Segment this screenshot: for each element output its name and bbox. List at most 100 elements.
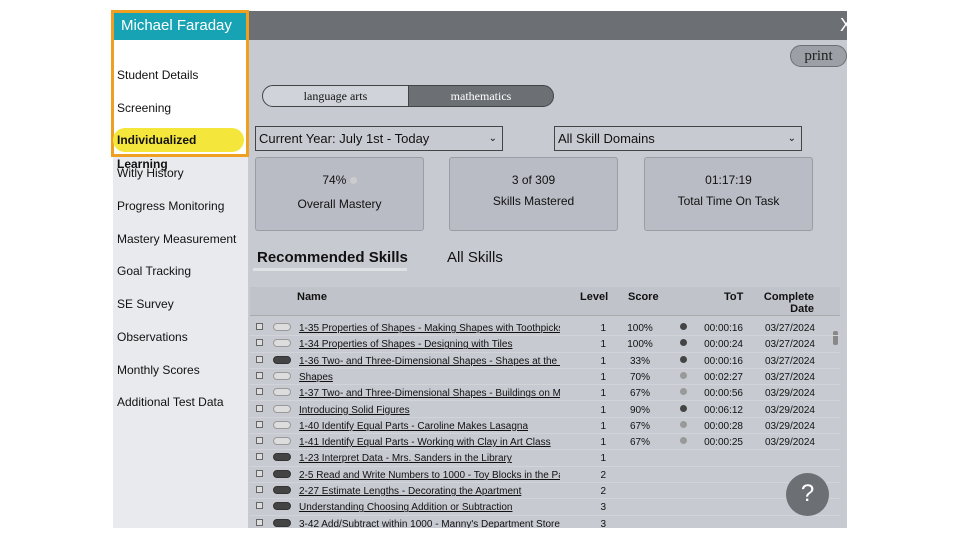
skill-name[interactable]: 1-40 Identify Equal Parts - Caroline Mak… <box>299 420 529 432</box>
card-label: Skills Mastered <box>492 194 575 208</box>
select-text: All Skill Domains <box>558 131 655 146</box>
nav-item[interactable]: Mastery Measurement <box>117 232 237 246</box>
time-on-task: 00:00:24 <box>704 339 743 351</box>
table-row[interactable]: 1-34 Properties of Shapes - Designing wi… <box>250 336 840 353</box>
nav-item[interactable]: Witly History <box>117 166 184 180</box>
nav-item[interactable]: Monthly Scores <box>117 363 200 377</box>
column-header: ToT <box>724 291 744 303</box>
status-dot <box>680 404 687 412</box>
card: 74% Overall Mastery <box>255 157 424 231</box>
toggle[interactable] <box>273 486 291 494</box>
toggle[interactable] <box>273 323 291 331</box>
nav-item[interactable]: Goal Tracking <box>117 264 192 278</box>
table-row[interactable]: 1-37 Two- and Three-Dimensional Shapes -… <box>250 385 840 402</box>
table-row[interactable]: Shapes 1 70% 00:02:27 03/27/2024 <box>250 369 840 386</box>
toggle[interactable] <box>273 404 291 413</box>
skill-name[interactable]: 1-41 Identify Equal Parts - Working with… <box>299 437 551 449</box>
toggle[interactable] <box>273 518 291 527</box>
skill-name[interactable]: Understanding Choosing Addition or Subtr… <box>299 502 513 514</box>
nav-item[interactable]: SE Survey <box>117 297 174 311</box>
skill-name[interactable]: Introducing Solid Figures <box>299 404 410 416</box>
subject-tab[interactable]: mathematics <box>408 85 554 107</box>
toggle[interactable] <box>273 339 291 348</box>
expand-icon[interactable] <box>256 486 263 493</box>
complete-date: 03/27/2024 <box>764 323 815 334</box>
status-dot <box>680 420 687 428</box>
table-row[interactable]: 1-35 Properties of Shapes - Making Shape… <box>250 320 840 337</box>
toggle[interactable] <box>273 437 291 446</box>
help-button[interactable]: ? <box>786 473 829 516</box>
expand-icon[interactable] <box>256 469 263 477</box>
level: 1 <box>600 388 606 400</box>
expand-icon[interactable] <box>256 355 263 363</box>
status-dot <box>680 339 687 347</box>
table-row[interactable]: 1-40 Identify Equal Parts - Caroline Mak… <box>250 418 840 435</box>
skill-name[interactable]: 2-5 Read and Write Numbers to 1000 - Toy… <box>299 469 560 481</box>
expand-icon[interactable] <box>256 420 263 428</box>
toggle[interactable] <box>273 453 291 462</box>
tab[interactable]: Recommended Skills <box>257 249 408 266</box>
card-value: 01:17:19 <box>705 173 752 187</box>
expand-icon[interactable] <box>256 388 263 396</box>
nav-item-active[interactable]: Individualized Learning <box>113 128 244 171</box>
table-row[interactable]: 3-42 Add/Subtract within 1000 - Manny's … <box>250 516 840 528</box>
complete-date: 03/29/2024 <box>764 404 815 416</box>
skill-name[interactable]: 1-37 Two- and Three-Dimensional Shapes -… <box>299 388 560 400</box>
table-row[interactable]: 2-5 Read and Write Numbers to 1000 - Toy… <box>250 467 840 483</box>
toggle[interactable] <box>273 355 291 364</box>
nav-item[interactable]: Progress Monitoring <box>117 199 225 213</box>
skill-name[interactable]: 1-34 Properties of Shapes - Designing wi… <box>299 339 513 351</box>
expand-icon[interactable] <box>256 502 263 510</box>
skill-name[interactable]: 1-36 Two- and Three-Dimensional Shapes -… <box>299 355 560 367</box>
score: 70% <box>629 371 650 383</box>
level: 1 <box>600 371 606 383</box>
card-label: Total Time On Task <box>677 194 780 208</box>
table-row[interactable]: Understanding Choosing Addition or Subtr… <box>250 499 840 516</box>
expand-icon[interactable] <box>256 518 263 526</box>
subject-tab[interactable]: language arts <box>262 85 409 107</box>
tab[interactable]: All Skills <box>447 249 503 266</box>
select-text: Current Year: July 1st - Today <box>259 131 430 146</box>
nav-item[interactable]: Additional Test Data <box>117 395 224 409</box>
table-row[interactable]: 1-23 Interpret Data - Mrs. Sanders in th… <box>250 450 840 467</box>
toggle[interactable] <box>273 420 291 429</box>
skill-name[interactable]: Shapes <box>299 371 333 383</box>
time-on-task: 00:00:28 <box>704 420 743 432</box>
expand-icon[interactable] <box>256 453 263 461</box>
time-on-task: 00:00:16 <box>704 323 743 334</box>
level: 1 <box>600 453 606 465</box>
card-value: 3 of 309 <box>511 173 556 187</box>
toggle[interactable] <box>273 469 291 478</box>
table-row[interactable]: 1-36 Two- and Three-Dimensional Shapes -… <box>250 353 840 369</box>
toggle[interactable] <box>273 388 291 397</box>
close-button[interactable]: X <box>840 15 847 35</box>
complete-date: 03/27/2024 <box>764 339 815 351</box>
expand-icon[interactable] <box>256 371 263 379</box>
table-row[interactable]: 2-27 Estimate Lengths - Decorating the A… <box>250 483 840 500</box>
expand-icon[interactable] <box>256 323 263 330</box>
student-name: Michael Faraday <box>114 13 246 40</box>
nav-item[interactable]: Screening <box>117 101 172 115</box>
table-row[interactable]: Introducing Solid Figures 1 90% 00:06:12 03/… <box>250 402 840 418</box>
level: 1 <box>600 339 606 351</box>
nav-item[interactable]: Observations <box>117 330 188 344</box>
status-dot <box>680 355 687 363</box>
skill-name[interactable]: 1-35 Properties of Shapes - Making Shape… <box>299 323 560 334</box>
toggle[interactable] <box>273 371 291 380</box>
card: 3 of 309 Skills Mastered <box>449 157 618 231</box>
skill-name[interactable]: 3-42 Add/Subtract within 1000 - Manny's … <box>299 518 560 528</box>
skill-name[interactable]: 2-27 Estimate Lengths - Decorating the A… <box>299 486 522 497</box>
domain-select[interactable]: All Skill Domains ⌄ <box>554 126 802 151</box>
toggle[interactable] <box>273 502 291 511</box>
score: 67% <box>629 388 650 400</box>
nav-item[interactable]: Student Details <box>117 68 199 82</box>
level: 1 <box>600 420 606 432</box>
expand-icon[interactable] <box>256 437 263 445</box>
table-row[interactable]: 1-41 Identify Equal Parts - Working with… <box>250 434 840 451</box>
time-on-task: 00:02:27 <box>704 371 743 383</box>
expand-icon[interactable] <box>256 339 263 347</box>
skill-name[interactable]: 1-23 Interpret Data - Mrs. Sanders in th… <box>299 453 512 465</box>
expand-icon[interactable] <box>256 404 263 412</box>
print-button[interactable]: print <box>790 45 847 67</box>
year-select[interactable]: Current Year: July 1st - Today ⌄ <box>255 126 503 151</box>
